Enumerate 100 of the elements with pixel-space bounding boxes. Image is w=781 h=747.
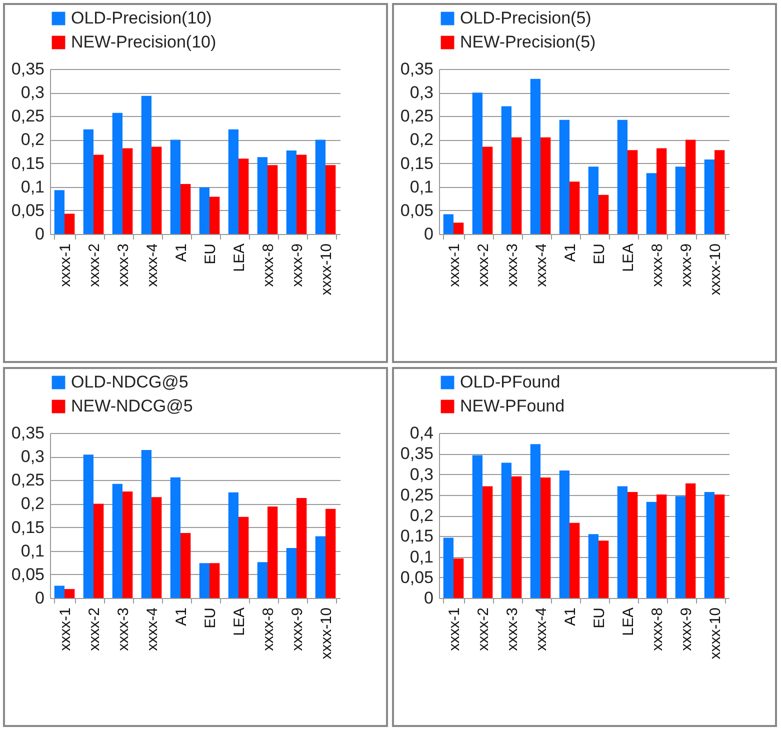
- bar: [540, 137, 551, 234]
- y-tick-label: 0: [35, 224, 44, 244]
- bar: [296, 154, 307, 234]
- x-tick-label: A1: [562, 244, 579, 262]
- y-tick-label: 0,3: [410, 464, 434, 484]
- bar: [570, 522, 580, 598]
- bar: [675, 496, 686, 598]
- x-tick-label: LEA: [620, 244, 637, 272]
- y-tick-label: 0,2: [20, 494, 44, 514]
- bar: [628, 150, 638, 234]
- bar: [704, 160, 714, 234]
- y-tick-label: 0,25: [400, 106, 434, 126]
- x-tick-label: xxxx-10: [707, 608, 724, 660]
- x-tick-label: xxxx-2: [475, 244, 492, 287]
- y-tick-label: 0,15: [11, 154, 44, 173]
- legend-label: NEW-Precision(10): [71, 32, 216, 52]
- bar: [199, 563, 210, 598]
- legend-label: NEW-NDCG@5: [71, 396, 193, 416]
- bar: [501, 106, 512, 234]
- bar: [54, 190, 64, 234]
- x-tick-label: EU: [202, 244, 219, 264]
- y-tick-label: 0,3: [410, 83, 434, 102]
- x-tick-label: xxxx-9: [289, 608, 306, 651]
- bar: [122, 491, 133, 598]
- bar: [199, 187, 210, 234]
- bar: [530, 78, 540, 234]
- bar: [570, 182, 580, 234]
- x-tick-label: xxxx-10: [318, 244, 335, 296]
- bar: [530, 444, 540, 598]
- y-tick-label: 0,15: [11, 518, 44, 537]
- bar: [152, 146, 162, 234]
- bar: [210, 196, 220, 234]
- y-tick-label: 0,1: [410, 177, 434, 196]
- bar: [141, 450, 152, 598]
- x-tick-label: xxxx-2: [86, 244, 103, 287]
- y-tick-label: 0,1: [20, 177, 44, 196]
- bar: [617, 486, 628, 598]
- bar: [112, 484, 122, 598]
- bar: [512, 137, 522, 234]
- y-tick-label: 0,15: [400, 526, 434, 546]
- bar: [501, 462, 512, 598]
- bar: [540, 478, 551, 598]
- bar: [64, 214, 75, 234]
- bar: [228, 492, 238, 598]
- bar: [704, 492, 714, 598]
- bar: [152, 497, 162, 598]
- bar: [656, 494, 667, 598]
- bar: [286, 548, 296, 598]
- bar: [170, 140, 180, 234]
- bar: [588, 534, 598, 598]
- x-tick-label: xxxx-3: [115, 244, 132, 287]
- bar: [83, 454, 94, 598]
- x-tick-label: xxxx-8: [260, 608, 277, 651]
- y-tick-label: 0,35: [11, 60, 44, 78]
- bar: [559, 120, 570, 234]
- x-tick-label: xxxx-1: [446, 244, 463, 287]
- x-tick-label: xxxx-8: [649, 608, 666, 651]
- bar: [656, 148, 667, 234]
- x-tick-label: xxxx-4: [144, 608, 161, 651]
- y-tick-label: 0,3: [20, 83, 44, 102]
- bar: [686, 140, 696, 234]
- y-tick-label: 0,2: [20, 130, 44, 150]
- x-tick-label: EU: [202, 608, 219, 628]
- x-tick-label: xxxx-4: [144, 244, 161, 287]
- x-tick-label: xxxx-8: [260, 244, 277, 287]
- bar: [454, 222, 464, 234]
- y-tick-label: 0,25: [400, 485, 434, 504]
- legend-label: OLD-Precision(5): [460, 8, 592, 28]
- bar: [628, 492, 638, 598]
- x-tick-label: LEA: [620, 608, 637, 636]
- x-tick-label: xxxx-9: [289, 244, 306, 287]
- y-tick-label: 0: [424, 588, 434, 608]
- y-tick-label: 0: [424, 224, 434, 244]
- bar: [315, 536, 326, 598]
- y-tick-label: 0,1: [20, 541, 44, 560]
- bar: [482, 146, 493, 234]
- legend-label: OLD-NDCG@5: [71, 372, 188, 392]
- x-tick-label: xxxx-9: [678, 608, 695, 651]
- legend-label: OLD-Precision(10): [71, 8, 212, 28]
- x-tick-label: xxxx-2: [86, 608, 103, 651]
- bar: [257, 157, 268, 234]
- y-tick-label: 0,15: [400, 154, 434, 173]
- bar: [257, 562, 268, 598]
- x-tick-label: xxxx-4: [533, 608, 550, 651]
- y-tick-label: 0,35: [11, 424, 44, 442]
- y-tick-label: 0,35: [400, 444, 434, 464]
- legend-label: NEW-Precision(5): [460, 32, 596, 52]
- bar: [454, 558, 464, 598]
- y-tick-label: 0,05: [11, 564, 44, 584]
- bar: [588, 166, 598, 234]
- bar: [64, 589, 75, 598]
- bar: [686, 483, 696, 598]
- y-tick-label: 0,2: [410, 130, 434, 150]
- bar: [268, 506, 278, 598]
- bar: [238, 516, 249, 598]
- bar: [326, 165, 336, 234]
- y-tick-label: 0: [35, 588, 44, 608]
- x-tick-label: xxxx-1: [57, 608, 74, 651]
- x-tick-label: EU: [591, 608, 608, 628]
- y-tick-label: 0,4: [410, 424, 434, 442]
